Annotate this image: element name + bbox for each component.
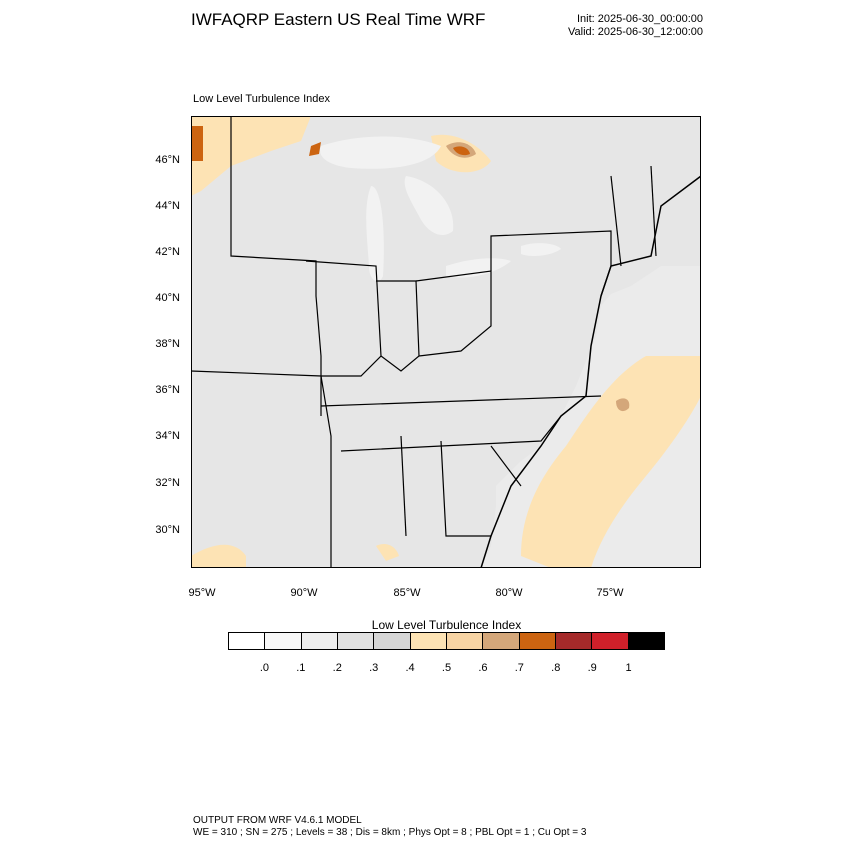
lat-label-38n: 38°N (155, 338, 180, 350)
footer-model-line: OUTPUT FROM WRF V4.6.1 MODEL (193, 815, 362, 826)
map-title: IWFAQRP Eastern US Real Time WRF (191, 10, 486, 29)
turbulence-very-high-northwest (191, 126, 203, 161)
turbulence-very-high-ontario (453, 146, 470, 156)
lon-label-85w: 85°W (393, 587, 421, 599)
lake-erie (446, 258, 511, 278)
map-panel (191, 116, 701, 568)
lat-label-34n: 34°N (155, 430, 180, 442)
lake-huron (404, 176, 454, 236)
init-time: Init: 2025-06-30_00:00:00 (577, 13, 703, 25)
turbulence-high-atlantic (616, 398, 630, 412)
map-border (191, 116, 701, 568)
legend-swatch (519, 633, 556, 649)
legend-tick-label: .5 (441, 662, 452, 674)
legend-swatch (410, 633, 447, 649)
lon-label-90w: 90°W (290, 587, 318, 599)
turbulence-moderate-gulf-east (376, 544, 399, 561)
lat-label-42n: 42°N (155, 246, 180, 258)
lat-label-46n: 46°N (155, 154, 180, 166)
lon-label-95w: 95°W (188, 587, 216, 599)
map-caption: Low Level Turbulence Index (193, 93, 330, 105)
legend-tick-label: .9 (587, 662, 597, 674)
turbulence-moderate-gulf (191, 544, 246, 568)
legend-swatch (483, 633, 520, 649)
legend-tick-label: 1 (625, 662, 632, 674)
legend-swatch (374, 633, 411, 649)
lon-label-80w: 80°W (495, 587, 523, 599)
valid-time: Valid: 2025-06-30_12:00:00 (568, 26, 703, 38)
legend-tick-label: .8 (551, 662, 561, 674)
state-boundaries (191, 116, 657, 568)
legend-swatch (265, 633, 302, 649)
legend-swatch (555, 633, 593, 649)
lake-ontario (521, 243, 561, 257)
model-footer: OUTPUT FROM WRF V4.6.1 MODEL WE = 310 ; … (193, 815, 586, 839)
legend-tick-label: .6 (478, 662, 488, 674)
lake-superior (320, 136, 441, 169)
lat-label-40n: 40°N (155, 292, 180, 304)
coastline (480, 175, 701, 568)
legend-colorbar (228, 632, 665, 650)
lake-michigan (366, 186, 384, 282)
legend-tick-label: .1 (296, 662, 306, 674)
legend-tick-label: .4 (405, 662, 415, 674)
legend-tick-label: .3 (369, 662, 379, 674)
turbulence-moderate-north (191, 116, 311, 196)
timestamps: Init: 2025-06-30_00:00:00 Valid: 2025-06… (520, 13, 703, 39)
turbulence-very-high-north (309, 142, 321, 156)
legend-swatch (301, 633, 338, 649)
legend-swatch (446, 633, 484, 649)
lat-label-32n: 32°N (155, 477, 180, 489)
legend-tick-label: .2 (332, 662, 342, 674)
legend-tick-label: .0 (259, 662, 269, 674)
legend-swatch (337, 633, 375, 649)
legend-swatch (229, 633, 266, 649)
lat-label-44n: 44°N (155, 200, 180, 212)
lat-label-36n: 36°N (155, 384, 180, 396)
legend-swatch (592, 633, 629, 649)
footer-config-line: WE = 310 ; SN = 275 ; Levels = 38 ; Dis … (193, 827, 587, 838)
legend-swatch (628, 633, 664, 649)
lat-label-30n: 30°N (155, 524, 180, 536)
legend-tick-label: .7 (514, 662, 524, 674)
lon-label-75w: 75°W (596, 587, 624, 599)
turbulence-moderate-ocean (521, 356, 701, 568)
legend-title: Low Level Turbulence Index (371, 618, 522, 632)
